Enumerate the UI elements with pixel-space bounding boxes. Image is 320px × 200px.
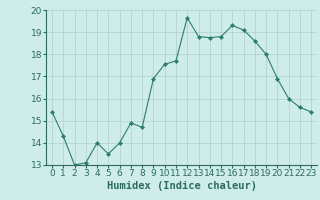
X-axis label: Humidex (Indice chaleur): Humidex (Indice chaleur) [107, 181, 257, 191]
